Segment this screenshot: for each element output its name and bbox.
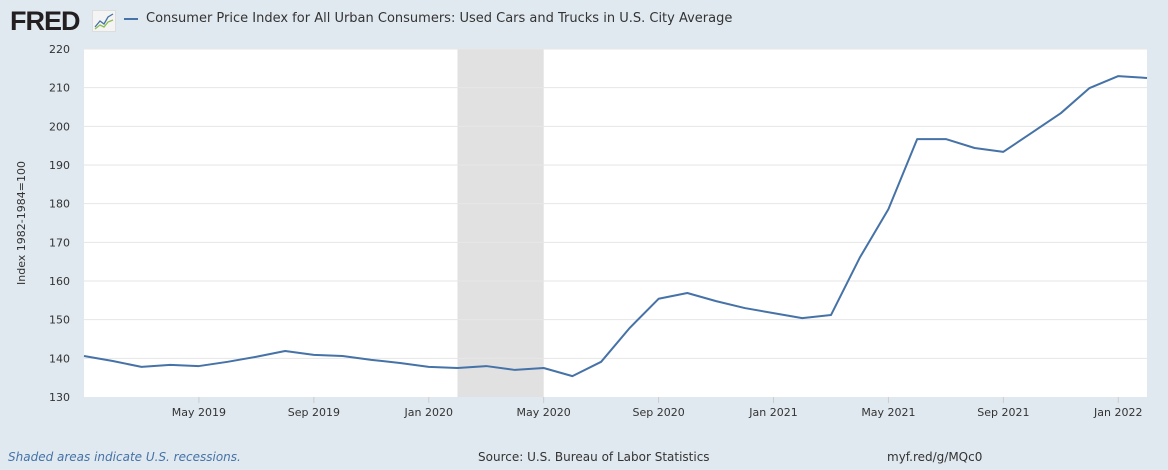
y-tick-label: 210 bbox=[49, 82, 70, 95]
y-tick-label: 160 bbox=[49, 275, 70, 288]
x-tick-label: Jan 2021 bbox=[748, 406, 797, 419]
y-axis-label: Index 1982-1984=100 bbox=[15, 161, 28, 285]
short-link[interactable]: myf.red/g/MQc0 bbox=[887, 450, 983, 464]
y-tick-label: 150 bbox=[49, 314, 70, 327]
recession-note: Shaded areas indicate U.S. recessions. bbox=[8, 450, 241, 464]
x-tick-label: Sep 2020 bbox=[632, 406, 684, 419]
x-tick-label: May 2020 bbox=[517, 406, 571, 419]
y-tick-label: 140 bbox=[49, 352, 70, 365]
legend: Consumer Price Index for All Urban Consu… bbox=[124, 11, 732, 26]
x-tick-label: Sep 2019 bbox=[288, 406, 340, 419]
legend-swatch bbox=[124, 17, 138, 20]
y-tick-label: 180 bbox=[49, 198, 70, 211]
x-tick-label: May 2019 bbox=[172, 406, 226, 419]
recession-shading bbox=[457, 49, 544, 397]
chart-logo-icon bbox=[92, 10, 116, 32]
x-tick-label: Jan 2020 bbox=[404, 406, 453, 419]
y-tick-label: 170 bbox=[49, 236, 70, 249]
y-tick-label: 130 bbox=[49, 391, 70, 404]
x-tick-label: Sep 2021 bbox=[977, 406, 1029, 419]
source-text: Source: U.S. Bureau of Labor Statistics bbox=[478, 450, 710, 464]
y-tick-label: 190 bbox=[49, 159, 70, 172]
y-tick-label: 220 bbox=[49, 43, 70, 56]
x-tick-label: May 2021 bbox=[861, 406, 915, 419]
y-tick-label: 200 bbox=[49, 120, 70, 133]
fred-logo[interactable]: FRED bbox=[10, 6, 80, 36]
x-tick-label: Jan 2022 bbox=[1093, 406, 1142, 419]
plot-area bbox=[84, 49, 1147, 397]
legend-label: Consumer Price Index for All Urban Consu… bbox=[146, 11, 733, 26]
series-line bbox=[83, 75, 1148, 378]
